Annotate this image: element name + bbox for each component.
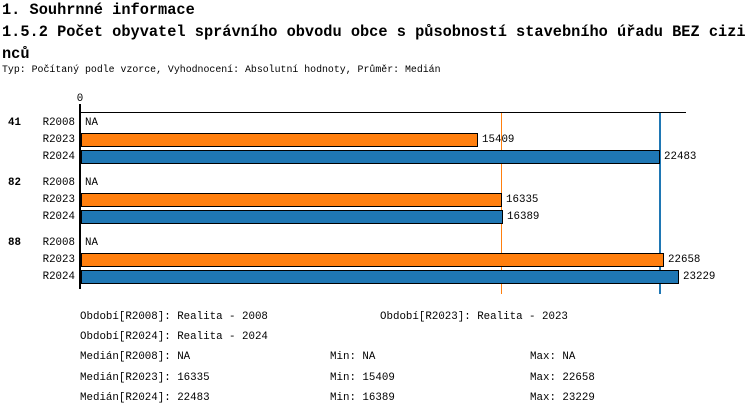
row-label-88-r2023: R2023 <box>42 254 75 266</box>
group-label-88: 88 <box>8 237 21 249</box>
bar-41-r2024 <box>81 150 660 164</box>
chart-title-line-2: nců <box>2 45 30 63</box>
chart-subtitle: Typ: Počítaný podle vzorce, Vyhodnocení:… <box>2 64 441 75</box>
group-label-41: 41 <box>8 117 21 129</box>
bar-value-88-r2008: NA <box>85 237 98 249</box>
bar-value-88-r2024: 23229 <box>683 271 716 283</box>
legend-obdobi-r2008: Období[R2008]: Realita - 2008 <box>80 311 268 323</box>
legend-min-r2024: Min: 16389 <box>330 392 395 404</box>
y-axis-line <box>79 104 81 289</box>
legend-max-r2024: Max: 23229 <box>530 392 595 404</box>
bar-82-r2023 <box>81 193 502 207</box>
legend-median-r2023: Medián[R2023]: 16335 <box>80 372 210 384</box>
bar-value-41-r2023: 15409 <box>482 134 515 146</box>
bar-value-82-r2024: 16389 <box>507 211 540 223</box>
row-label-41-r2008: R2008 <box>42 117 75 129</box>
median-line-r2024 <box>659 113 661 294</box>
legend-median-r2008: Medián[R2008]: NA <box>80 351 191 363</box>
row-label-41-r2024: R2024 <box>42 151 75 163</box>
legend-max-r2008: Max: NA <box>530 351 576 363</box>
legend-obdobi-r2024: Období[R2024]: Realita - 2024 <box>80 331 268 343</box>
legend-median-r2024: Medián[R2024]: 22483 <box>80 392 210 404</box>
bar-value-88-r2023: 22658 <box>668 254 701 266</box>
row-label-82-r2023: R2023 <box>42 194 75 206</box>
legend-min-r2023: Min: 15409 <box>330 372 395 384</box>
legend-max-r2023: Max: 22658 <box>530 372 595 384</box>
row-label-82-r2024: R2024 <box>42 211 75 223</box>
bar-41-r2023 <box>81 133 478 147</box>
x-axis-line <box>80 112 686 113</box>
bar-88-r2023 <box>81 253 664 267</box>
bar-value-41-r2008: NA <box>85 117 98 129</box>
bar-value-82-r2008: NA <box>85 177 98 189</box>
bar-88-r2024 <box>81 270 679 284</box>
row-label-88-r2024: R2024 <box>42 271 75 283</box>
row-label-82-r2008: R2008 <box>42 177 75 189</box>
x-axis-tick-zero: 0 <box>76 93 84 105</box>
bar-value-41-r2024: 22483 <box>664 151 697 163</box>
row-label-88-r2008: R2008 <box>42 237 75 249</box>
legend-min-r2008: Min: NA <box>330 351 376 363</box>
row-label-41-r2023: R2023 <box>42 134 75 146</box>
bar-82-r2024 <box>81 210 503 224</box>
bar-value-82-r2023: 16335 <box>506 194 539 206</box>
chart-title-line-1: 1.5.2 Počet obyvatel správního obvodu ob… <box>2 23 746 41</box>
section-title: 1. Souhrnné informace <box>2 1 195 19</box>
legend-obdobi-r2023: Období[R2023]: Realita - 2023 <box>380 311 568 323</box>
group-label-82: 82 <box>8 177 21 189</box>
